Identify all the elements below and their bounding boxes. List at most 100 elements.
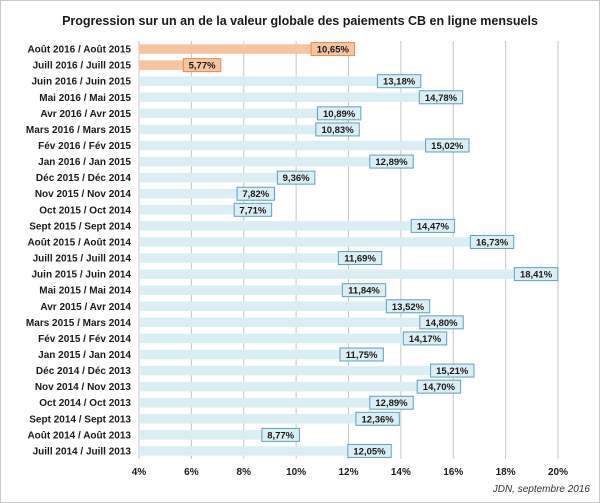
- data-label-box: [416, 379, 462, 394]
- data-label: 18,41%: [520, 270, 553, 281]
- x-tick-label: 10%: [286, 467, 306, 478]
- data-label-box: [261, 427, 300, 442]
- data-label: 13,52%: [392, 302, 425, 313]
- bar: [139, 124, 318, 135]
- category-label: Avr 2015 / Avr 2014: [40, 302, 131, 313]
- data-label: 14,78%: [425, 93, 458, 104]
- data-label: 11,69%: [344, 254, 376, 265]
- bar: [139, 317, 422, 328]
- bar: [139, 188, 240, 199]
- bar: [139, 172, 280, 183]
- category-label: Avr 2016 / Avr 2015: [40, 109, 131, 120]
- bar: [139, 253, 341, 263]
- data-label: 12,36%: [362, 414, 395, 425]
- data-label-box: [276, 170, 316, 185]
- data-label-box: [369, 395, 414, 410]
- category-label: Août 2014 / Août 2013: [27, 430, 131, 441]
- bar: [139, 285, 345, 295]
- data-label: 14,47%: [417, 221, 450, 232]
- data-label: 9,36%: [283, 173, 310, 184]
- data-label: 15,02%: [431, 141, 464, 152]
- category-label: Déc 2015 / Déc 2014: [36, 173, 132, 184]
- data-label-box: [402, 331, 448, 346]
- data-label-box: [355, 411, 400, 426]
- data-label-box: [337, 251, 383, 266]
- category-label: Août 2016 / Août 2015: [27, 45, 131, 56]
- category-label: Fév 2016 / Fév 2015: [38, 141, 131, 152]
- data-label: 8,77%: [267, 430, 294, 441]
- data-label-box: [419, 315, 464, 330]
- data-label: 12,05%: [353, 446, 386, 457]
- source-note: JDN, septembre 2016: [492, 484, 590, 495]
- bar: [139, 76, 380, 86]
- category-label: Déc 2014 / Déc 2013: [36, 366, 132, 377]
- category-label: Sept 2014 / Sept 2013: [29, 414, 131, 425]
- category-label: Juill 2016 / Juill 2015: [33, 61, 132, 72]
- bar: [139, 414, 358, 424]
- x-tick-label: 8%: [237, 467, 252, 478]
- x-tick-label: 18%: [496, 467, 516, 478]
- data-label-box: [418, 90, 464, 105]
- category-label: Mars 2016 / Mars 2015: [26, 125, 132, 136]
- category-label: Oct 2015 / Oct 2014: [39, 205, 131, 216]
- data-label: 14,17%: [409, 334, 442, 345]
- data-label-box: [236, 186, 276, 201]
- data-label-box: [233, 202, 273, 217]
- bar: [139, 333, 406, 344]
- bar: [139, 44, 314, 54]
- category-label: Nov 2015 / Nov 2014: [35, 189, 132, 200]
- data-label: 10,83%: [321, 125, 354, 136]
- x-tick-label: 12%: [338, 467, 358, 478]
- bar: [139, 381, 420, 392]
- category-label: Juill 2014 / Juill 2013: [33, 446, 132, 457]
- category-label: Juin 2016 / Juin 2015: [32, 77, 132, 88]
- data-label-box: [425, 138, 470, 153]
- bar: [139, 301, 389, 312]
- category-label: Sept 2015 / Sept 2014: [29, 221, 131, 232]
- data-label: 12,89%: [375, 157, 408, 168]
- category-label: Mai 2015 / Mai 2014: [39, 286, 131, 297]
- bar: [139, 156, 372, 167]
- x-tick-label: 20%: [548, 467, 568, 478]
- bar: [139, 205, 237, 215]
- bar: [139, 430, 264, 440]
- bar: [139, 365, 433, 376]
- category-label: Mars 2015 / Mars 2014: [26, 318, 132, 329]
- category-label: Nov 2014 / Nov 2013: [35, 382, 132, 393]
- data-label-box: [316, 106, 362, 121]
- category-label: Juin 2015 / Juin 2014: [32, 270, 132, 281]
- data-label: 15,21%: [436, 366, 469, 377]
- bar: [139, 60, 186, 70]
- data-label-box: [376, 74, 422, 89]
- data-label: 16,73%: [476, 237, 509, 248]
- category-label: Jan 2016 / Jan 2015: [38, 157, 131, 168]
- data-label: 14,80%: [425, 318, 458, 329]
- data-label-box: [369, 154, 414, 169]
- data-label: 10,89%: [323, 109, 356, 120]
- x-tick-label: 14%: [391, 467, 411, 478]
- data-label-box: [430, 363, 475, 378]
- data-label: 12,89%: [375, 398, 408, 409]
- data-label: 13,18%: [383, 77, 416, 88]
- data-label-box: [385, 299, 431, 314]
- bar: [139, 446, 350, 456]
- bar: [139, 237, 473, 247]
- chart-title: Progression sur un an de la valeur globa…: [62, 14, 538, 28]
- bar: [139, 108, 320, 119]
- data-label-box: [513, 267, 559, 282]
- data-label-box: [182, 58, 222, 73]
- data-label: 11,84%: [348, 286, 380, 297]
- data-label: 5,77%: [189, 61, 216, 72]
- bar: [139, 269, 517, 279]
- category-label: Juill 2015 / Juill 2014: [33, 254, 132, 265]
- data-label-box: [347, 443, 392, 458]
- data-label: 14,70%: [423, 382, 456, 393]
- bar: [139, 140, 428, 151]
- data-label-box: [341, 283, 387, 298]
- data-label-box: [315, 122, 360, 137]
- category-label: Fév 2015 / Fév 2014: [38, 334, 131, 345]
- category-label: Août 2015 / Août 2014: [27, 237, 131, 248]
- category-label: Jan 2015 / Jan 2014: [38, 350, 131, 361]
- bar: [139, 221, 414, 231]
- data-label: 10,65%: [317, 45, 350, 56]
